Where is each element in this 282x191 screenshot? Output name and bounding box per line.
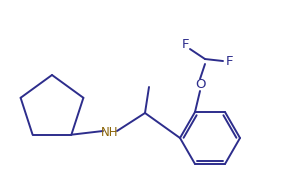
Text: NH: NH xyxy=(101,126,119,139)
Text: F: F xyxy=(225,54,233,68)
Text: F: F xyxy=(181,37,189,50)
Text: O: O xyxy=(195,78,205,91)
